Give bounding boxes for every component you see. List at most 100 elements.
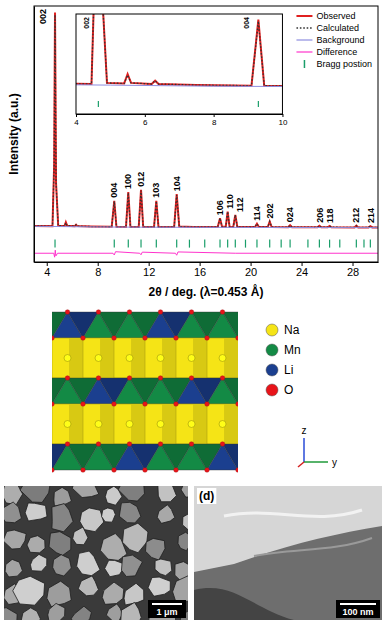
peak-label: 012 — [136, 172, 146, 187]
sem-particle — [52, 504, 73, 532]
x-tick: 28 — [347, 262, 359, 278]
sem-particle — [25, 503, 47, 521]
bragg-tick — [269, 240, 270, 248]
peak-label: 202 — [265, 203, 275, 218]
o-atom — [158, 310, 163, 315]
na-prism — [176, 404, 207, 444]
sem-particle — [4, 608, 17, 620]
legend-item: Bragg postion — [304, 59, 372, 69]
sem-particle — [13, 576, 45, 605]
sem-particle — [123, 523, 148, 553]
o-atom — [96, 310, 101, 315]
x-tick-label: 8 — [212, 118, 217, 127]
peak-label: 100 — [123, 174, 133, 189]
x-tick: 24 — [296, 262, 308, 278]
sem-particle — [183, 512, 188, 531]
o-atom — [236, 336, 238, 341]
legend-item: Background — [296, 35, 364, 45]
o-atom — [96, 442, 101, 447]
legend-item: Calculated — [296, 23, 359, 33]
o-atom — [112, 336, 117, 341]
na-prism — [145, 404, 176, 444]
o-atom — [65, 376, 70, 381]
na-atom — [64, 421, 71, 428]
peak-label: 004 — [243, 17, 250, 29]
na-atom — [95, 355, 102, 362]
figure: 4812162024280020041000121031041061101121… — [0, 0, 386, 626]
bragg-tick — [140, 240, 141, 248]
y-axis-line — [34, 7, 35, 263]
plot-frame — [76, 14, 282, 114]
bragg-tick — [128, 240, 129, 248]
bragg-tick — [329, 240, 330, 248]
na-atom — [219, 421, 226, 428]
axis-arrow — [304, 461, 328, 463]
bragg-tick — [356, 240, 357, 248]
axis-label: z — [302, 425, 307, 436]
na-prism — [83, 404, 114, 444]
bragg-tick — [189, 240, 190, 248]
na-prism — [83, 338, 114, 378]
sem-particle — [105, 560, 124, 576]
na-prism — [52, 404, 83, 444]
o-atom — [189, 442, 194, 447]
o-atom — [158, 442, 163, 447]
legend: ObservedCalculatedBackgroundDifferenceBr… — [296, 11, 372, 69]
o-atom — [158, 376, 163, 381]
o-atom — [174, 468, 179, 473]
peak-label: 118 — [325, 208, 335, 223]
bragg-tick — [370, 240, 371, 248]
o-atom — [96, 376, 101, 381]
na-atom — [64, 355, 71, 362]
o-atom — [205, 336, 210, 341]
o-atom — [52, 402, 54, 407]
peak-label: 106 — [215, 200, 225, 215]
peak-label: 114 — [252, 206, 262, 221]
legend-label: Background — [316, 35, 364, 45]
na-prism — [145, 338, 176, 378]
o-atom — [205, 402, 210, 407]
x-axis: 46810 — [74, 114, 288, 127]
sem-particle — [21, 608, 40, 620]
o-atom — [112, 468, 117, 473]
legend-swatch — [266, 364, 278, 376]
sem-particle — [146, 538, 165, 560]
octahedron — [223, 444, 239, 470]
legend-item: Observed — [296, 11, 355, 21]
sem-particle — [73, 527, 88, 545]
y-axis-title: Intensity (a.u.) — [7, 93, 21, 174]
peak-label: 004 — [109, 183, 119, 198]
bragg-tick — [256, 240, 257, 248]
bragg-tick — [339, 240, 340, 248]
legend-label: Mn — [284, 343, 301, 357]
series-line — [34, 250, 378, 257]
sem-particle — [121, 555, 142, 576]
structure-legend: NaMnLiO — [266, 323, 301, 397]
peak-label: 002 — [83, 17, 90, 29]
scale-bar-label: 100 nm — [342, 607, 373, 617]
sem-particle — [72, 486, 99, 498]
o-atom — [220, 442, 225, 447]
panel-label-background — [197, 488, 216, 504]
series-line — [76, 14, 282, 87]
o-atom — [143, 336, 148, 341]
x-tick-label: 28 — [347, 266, 359, 278]
peak-label: 214 — [366, 208, 376, 223]
x-tick: 4 — [74, 114, 79, 127]
sem-particle — [54, 487, 72, 506]
o-atom — [143, 468, 148, 473]
bragg-tick — [204, 240, 205, 248]
inset: 46810 002 004 — [42, 0, 386, 163]
o-atom — [65, 310, 70, 315]
sem-particle — [78, 576, 98, 596]
sem-particle — [121, 602, 141, 620]
xrd-chart: 4812162024280020041000121031041061101121… — [7, 0, 386, 299]
sem-particle — [4, 502, 21, 523]
sem-particle — [155, 559, 172, 576]
x-tick: 4 — [44, 262, 50, 278]
o-atom — [127, 310, 132, 315]
series-line — [76, 85, 282, 88]
scale-bar-box — [148, 600, 186, 618]
peak-label: 024 — [285, 207, 295, 222]
na-atom — [95, 421, 102, 428]
